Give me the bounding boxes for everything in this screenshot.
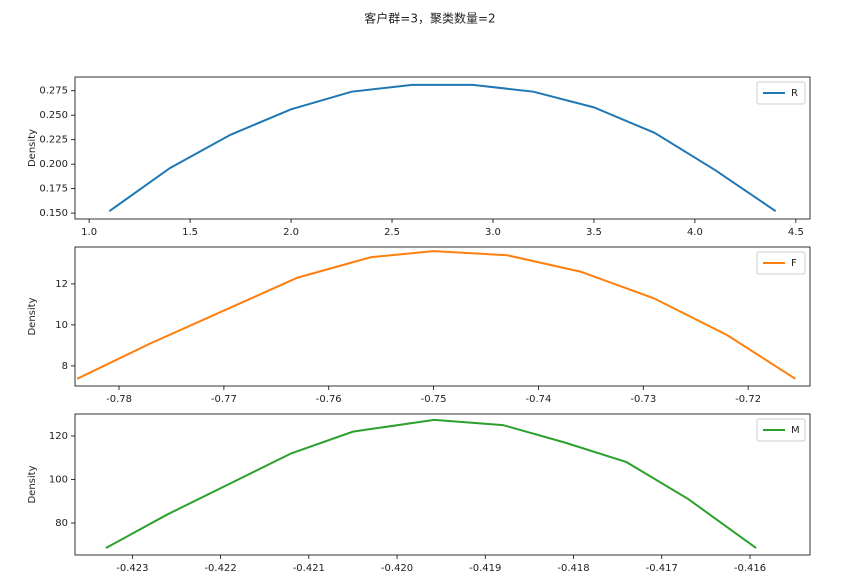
x-tick-label: 1.5 bbox=[182, 227, 198, 238]
x-tick-label: -0.75 bbox=[421, 394, 447, 405]
y-axis-label: Density bbox=[27, 465, 38, 503]
density-line bbox=[105, 418, 757, 549]
legend-label: F bbox=[791, 258, 797, 269]
y-tick-label: 0.200 bbox=[39, 159, 68, 170]
x-tick-label: -0.76 bbox=[316, 394, 342, 405]
figure-title: 客户群=3，聚类数量=2 bbox=[364, 11, 495, 26]
x-tick-label: 1.0 bbox=[81, 227, 97, 238]
y-axis-label: Density bbox=[27, 129, 38, 167]
x-tick-label: -0.421 bbox=[293, 563, 325, 574]
density-line bbox=[108, 83, 777, 212]
x-tick-label: 3.0 bbox=[485, 227, 501, 238]
x-tick-label: -0.77 bbox=[211, 394, 237, 405]
x-tick-label: 2.5 bbox=[384, 227, 400, 238]
x-tick-label: -0.418 bbox=[557, 563, 589, 574]
x-tick-label: -0.422 bbox=[204, 563, 236, 574]
x-tick-label: -0.417 bbox=[646, 563, 678, 574]
density-line bbox=[76, 250, 796, 380]
x-tick-label: 4.0 bbox=[687, 227, 703, 238]
y-axis-label: Density bbox=[27, 297, 38, 335]
y-tick-label: 8 bbox=[62, 361, 68, 372]
x-tick-label: -0.420 bbox=[381, 563, 413, 574]
x-tick-label: 2.0 bbox=[283, 227, 299, 238]
y-tick-label: 100 bbox=[49, 474, 68, 485]
x-tick-label: 3.5 bbox=[586, 227, 602, 238]
x-tick-label: -0.78 bbox=[106, 394, 132, 405]
legend-label: R bbox=[791, 88, 798, 99]
x-tick-label: 4.5 bbox=[788, 227, 804, 238]
x-tick-label: -0.423 bbox=[116, 563, 148, 574]
y-tick-label: 0.275 bbox=[39, 86, 68, 97]
axes-frame bbox=[74, 246, 811, 387]
y-tick-label: 0.225 bbox=[39, 135, 68, 146]
legend-label: M bbox=[791, 425, 800, 436]
y-tick-label: 12 bbox=[55, 279, 68, 290]
y-tick-label: 0.150 bbox=[39, 208, 68, 219]
x-tick-label: -0.72 bbox=[735, 394, 761, 405]
y-tick-label: 0.175 bbox=[39, 184, 68, 195]
x-tick-label: -0.74 bbox=[526, 394, 552, 405]
axes-frame bbox=[74, 413, 811, 556]
x-tick-label: -0.416 bbox=[734, 563, 766, 574]
y-tick-label: 120 bbox=[49, 431, 68, 442]
axes-frame bbox=[74, 76, 811, 220]
y-tick-label: 0.250 bbox=[39, 110, 68, 121]
x-tick-label: -0.419 bbox=[469, 563, 501, 574]
y-tick-label: 80 bbox=[55, 518, 68, 529]
y-tick-label: 10 bbox=[55, 320, 68, 331]
x-tick-label: -0.73 bbox=[630, 394, 656, 405]
